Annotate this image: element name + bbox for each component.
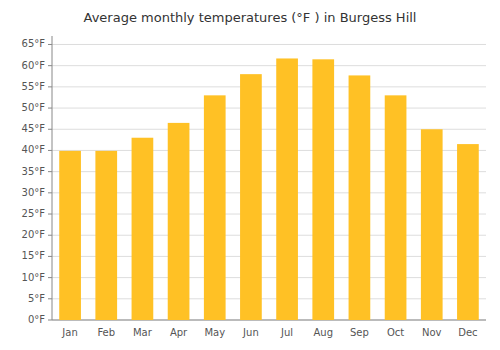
y-tick-label: 30°F bbox=[22, 187, 46, 198]
y-tick bbox=[48, 214, 52, 215]
y-tick-label: 40°F bbox=[22, 144, 46, 155]
bar bbox=[132, 138, 154, 320]
x-tick-label: Feb bbox=[97, 327, 115, 338]
grid-line bbox=[52, 86, 486, 87]
y-tick-label: 5°F bbox=[28, 293, 45, 304]
y-tick bbox=[48, 298, 52, 299]
title: Average monthly temperatures (°F ) in Bu… bbox=[84, 10, 417, 25]
bar bbox=[276, 58, 298, 320]
x-tick-label: May bbox=[204, 327, 225, 338]
grid bbox=[52, 44, 486, 320]
y-tick bbox=[48, 129, 52, 130]
x-tick-label: Jan bbox=[61, 327, 77, 338]
x-tick-label: Jun bbox=[242, 327, 259, 338]
bar bbox=[312, 59, 334, 320]
bar bbox=[59, 151, 81, 320]
y-tick-label: 55°F bbox=[22, 81, 46, 92]
y-tick-label: 45°F bbox=[22, 123, 46, 134]
grid-line bbox=[52, 108, 486, 109]
x-tick-label: Jul bbox=[280, 327, 293, 338]
y-tick-label: 20°F bbox=[22, 229, 46, 240]
y-tick-label: 10°F bbox=[22, 272, 46, 283]
y-tick bbox=[48, 150, 52, 151]
bar bbox=[457, 144, 479, 320]
bar bbox=[240, 74, 262, 320]
chart: 0°F 5°F 10°F 15°F 20°F 25°F 30°F 35°F 40°F 45°F 50… bbox=[0, 0, 500, 350]
y-tick bbox=[48, 192, 52, 193]
x-tick-label: Nov bbox=[422, 327, 442, 338]
bar bbox=[204, 95, 226, 320]
x-tick-label: Apr bbox=[170, 327, 188, 338]
y-tick bbox=[48, 277, 52, 278]
grid-line bbox=[52, 65, 486, 66]
x-tick-label: Oct bbox=[387, 327, 404, 338]
y-tick-label: 15°F bbox=[22, 250, 46, 261]
grid-line bbox=[52, 44, 486, 45]
y-tick-label: 25°F bbox=[22, 208, 46, 219]
bar bbox=[385, 95, 407, 320]
x-tick-label: Mar bbox=[133, 327, 153, 338]
y-tick bbox=[48, 44, 52, 45]
y-tick-label: 0°F bbox=[28, 314, 45, 325]
x-axis: Jan Feb Mar Apr May Jun Jul Aug Sep Oct Nov Dec bbox=[61, 327, 477, 338]
y-tick bbox=[48, 256, 52, 257]
bar bbox=[95, 151, 117, 320]
y-tick bbox=[48, 65, 52, 66]
y-tick bbox=[48, 171, 52, 172]
y-tick-label: 60°F bbox=[22, 60, 46, 71]
x-tick-label: Sep bbox=[350, 327, 369, 338]
x-tick-label: Dec bbox=[458, 327, 477, 338]
y-tick bbox=[48, 86, 52, 87]
bar bbox=[168, 123, 190, 320]
y-tick-label: 65°F bbox=[22, 38, 46, 49]
y-tick bbox=[48, 108, 52, 109]
y-tick-label: 35°F bbox=[22, 166, 46, 177]
bars bbox=[59, 58, 479, 320]
y-tick bbox=[48, 320, 52, 321]
bar bbox=[421, 129, 443, 320]
y-axis-line bbox=[52, 36, 53, 320]
y-tick bbox=[48, 235, 52, 236]
y-tick-label: 50°F bbox=[22, 102, 46, 113]
y-axis: 0°F 5°F 10°F 15°F 20°F 25°F 30°F 35°F 40°F 45°F 50… bbox=[22, 38, 52, 325]
bar bbox=[349, 75, 371, 320]
x-tick-label: Aug bbox=[313, 327, 333, 338]
